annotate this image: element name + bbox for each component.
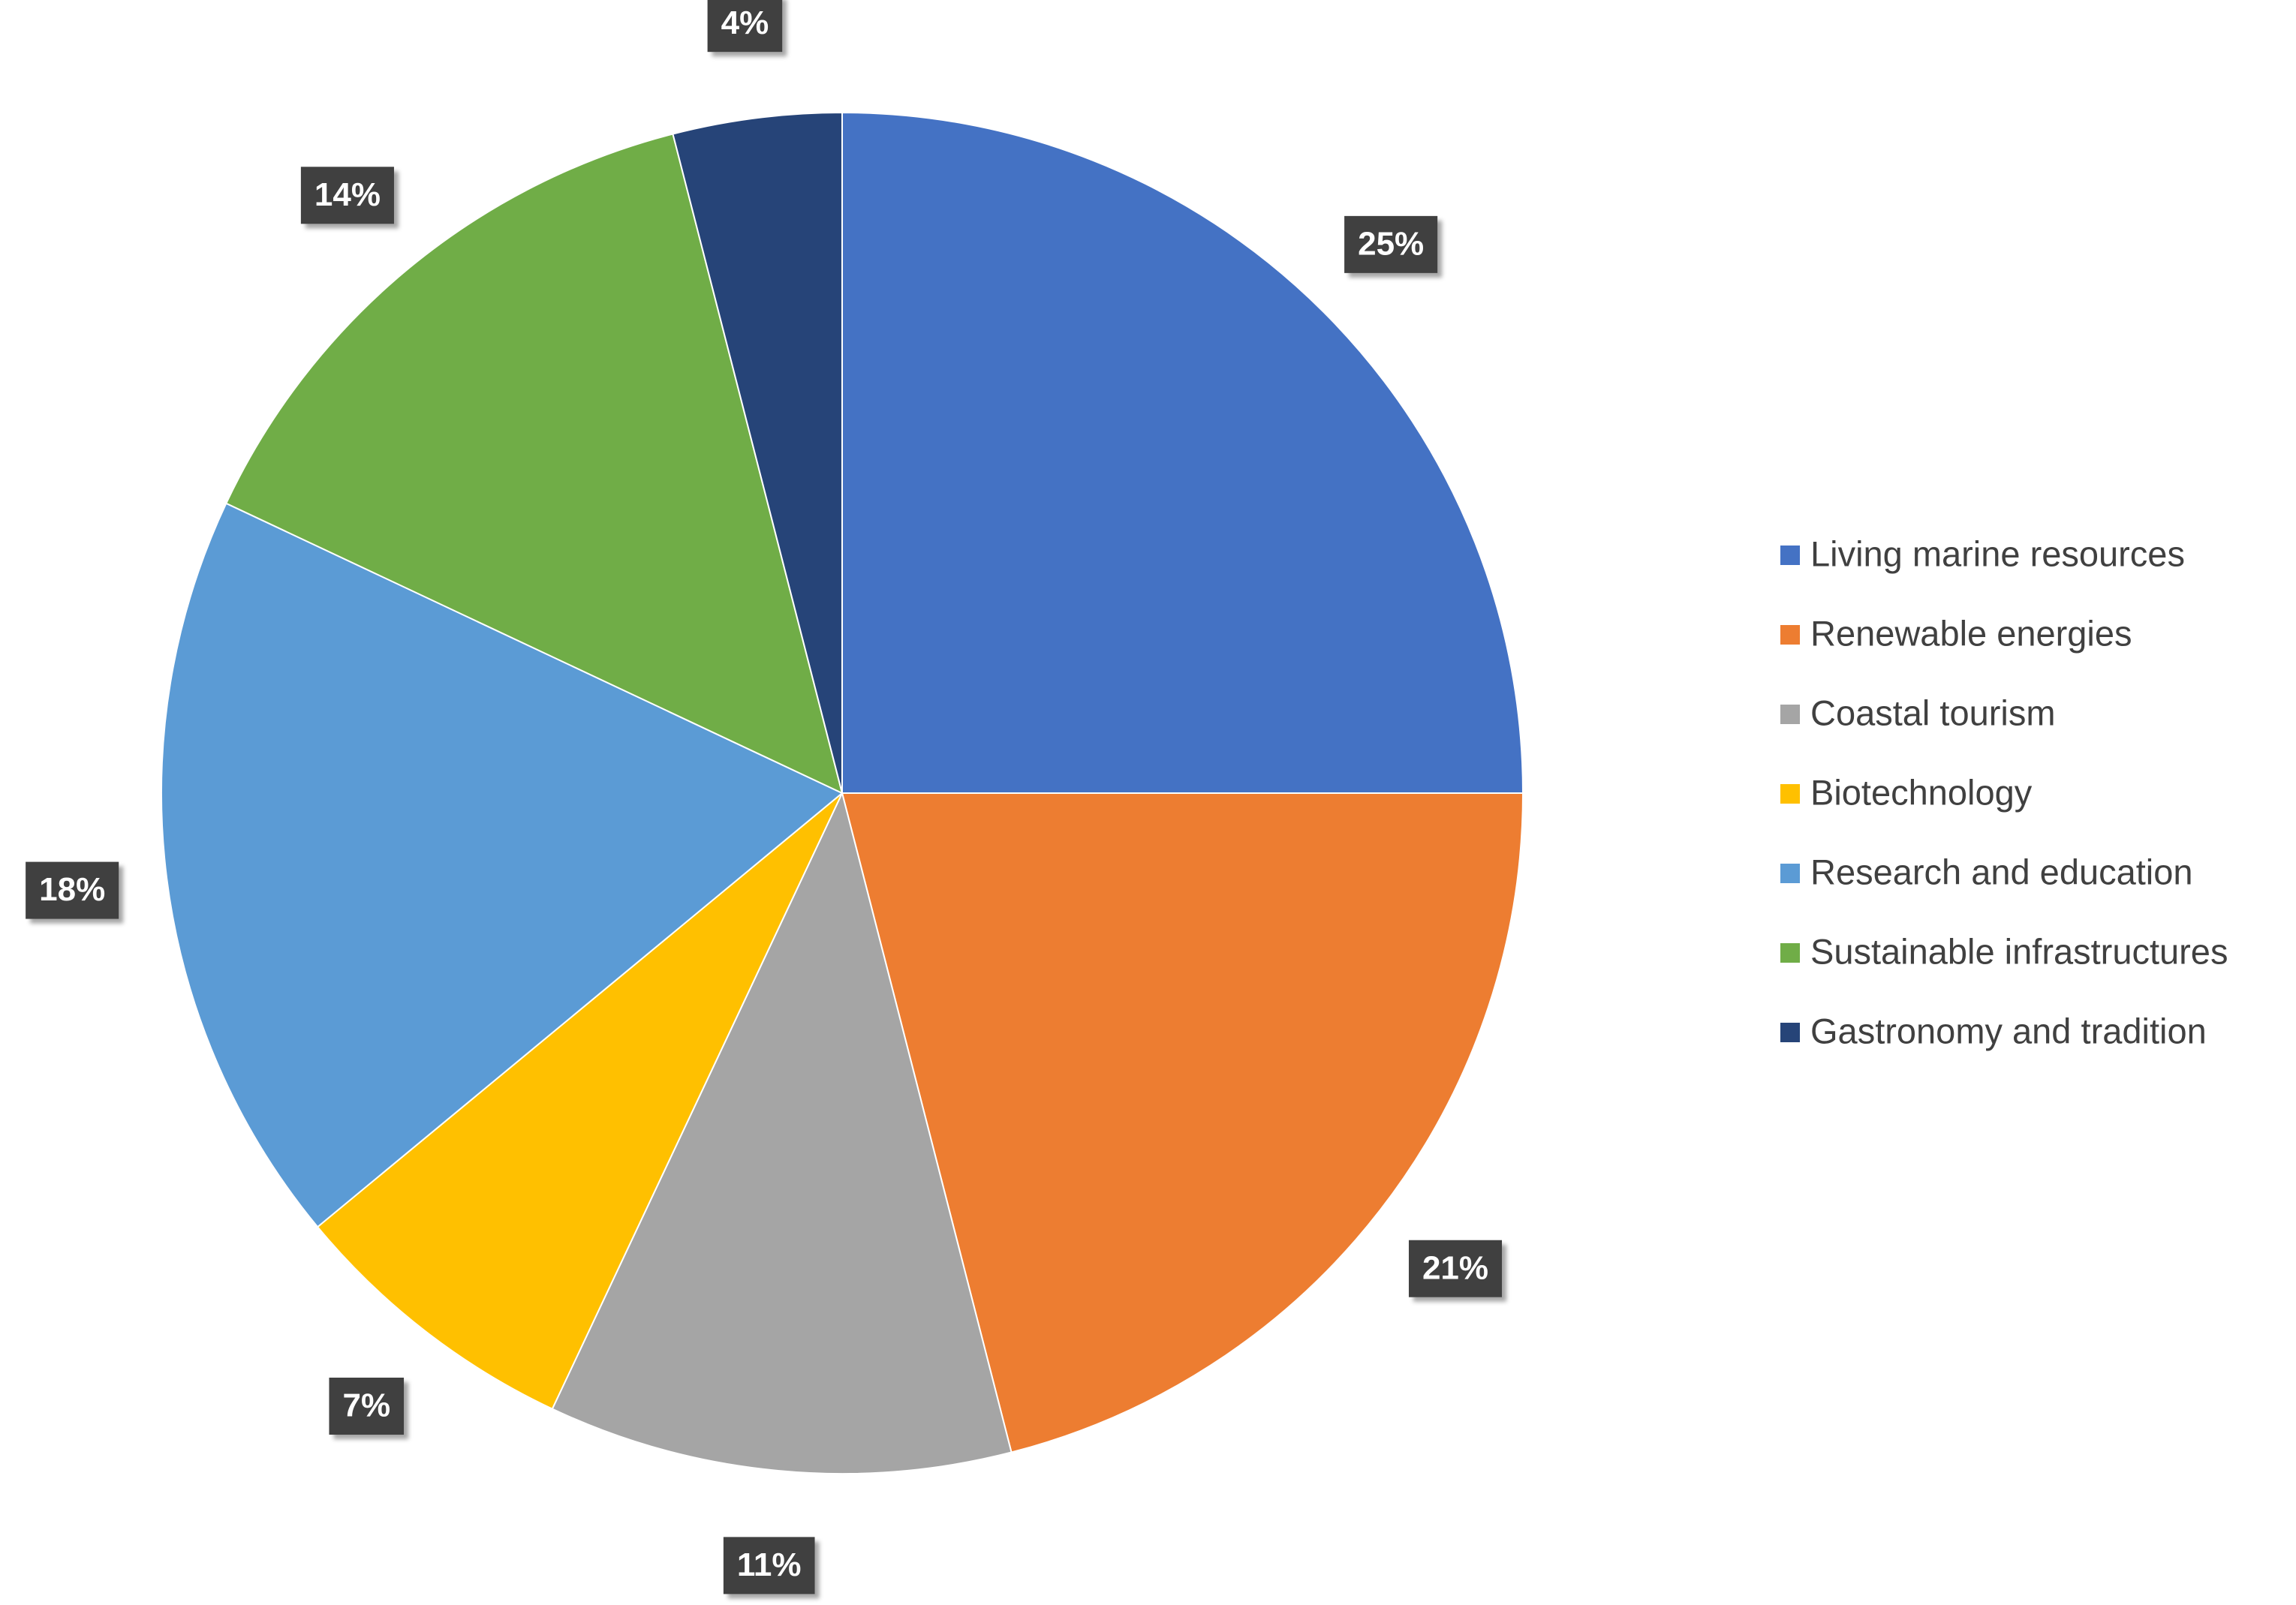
data-label-box <box>1408 1240 1503 1297</box>
data-label-box <box>1344 215 1438 273</box>
pie-slice <box>841 111 1524 794</box>
data-label-box <box>329 1378 405 1435</box>
data-label-text: 18% <box>39 871 105 908</box>
pie-slice <box>672 111 843 794</box>
legend-swatch <box>1780 705 1800 724</box>
legend-swatch <box>1780 943 1800 963</box>
legend-swatch <box>1780 625 1800 645</box>
pie-slice <box>224 133 844 795</box>
data-label-text: 11% <box>737 1546 802 1583</box>
legend-swatch <box>1780 1023 1800 1042</box>
data-label: 7% <box>329 1378 405 1435</box>
data-label-box <box>26 861 119 919</box>
data-label-box <box>707 0 783 53</box>
pie-slice <box>551 791 1013 1474</box>
legend-label: Renewable energies <box>1810 613 2132 653</box>
data-label-box <box>300 167 394 224</box>
data-label: 25% <box>1344 215 1438 273</box>
legend-swatch <box>1780 546 1800 565</box>
legend-label: Coastal tourism <box>1810 693 2056 732</box>
data-label: 11% <box>723 1537 815 1594</box>
data-label: 18% <box>26 861 119 919</box>
legend-label: Research and education <box>1810 852 2193 891</box>
data-label-box <box>723 1537 815 1594</box>
data-label-text: 14% <box>314 176 381 213</box>
pie-slice <box>841 792 1524 1453</box>
data-label: 14% <box>300 167 394 224</box>
legend-label: Living marine resources <box>1810 533 2185 573</box>
data-label-text: 7% <box>342 1387 390 1424</box>
data-label-text: 4% <box>721 5 769 41</box>
legend-label: Sustainable infrastructures <box>1810 931 2228 971</box>
legend-swatch <box>1780 784 1800 804</box>
data-label-text: 25% <box>1358 225 1424 262</box>
data-label: 4% <box>707 0 783 53</box>
pie-slice <box>161 502 844 1228</box>
data-label: 21% <box>1408 1240 1503 1297</box>
data-label-text: 21% <box>1422 1249 1488 1286</box>
legend-label: Biotechnology <box>1810 772 2033 812</box>
legend-swatch <box>1780 864 1800 883</box>
legend-label: Gastronomy and tradition <box>1810 1011 2207 1050</box>
pie-slice <box>316 792 843 1411</box>
